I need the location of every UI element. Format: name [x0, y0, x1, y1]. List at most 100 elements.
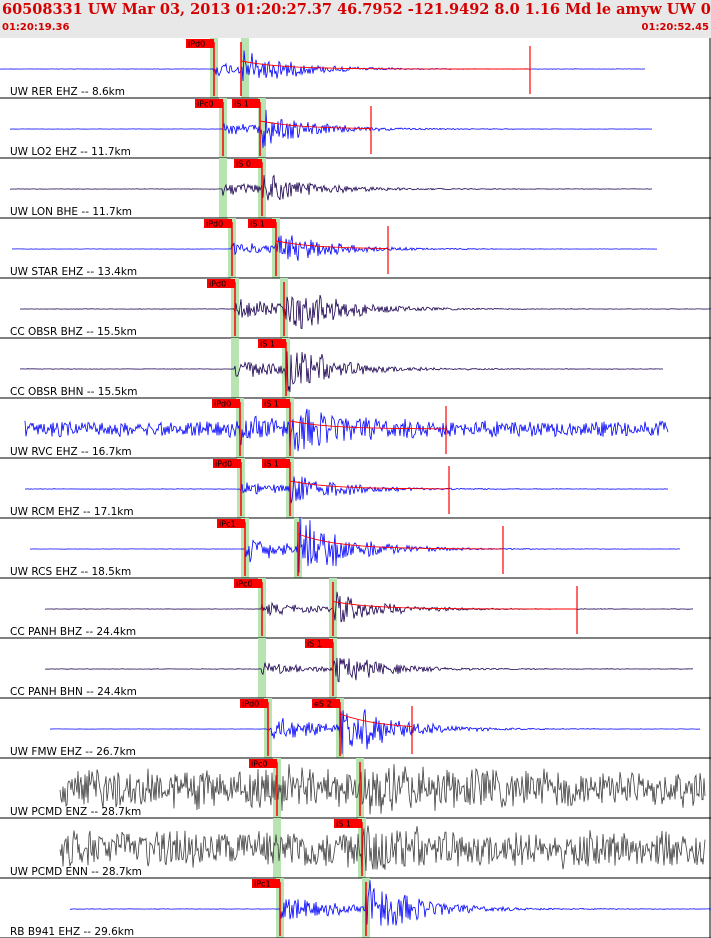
event-header: 60508331 UW Mar 03, 2013 01:20:27.37 46.…: [0, 0, 711, 38]
coda-envelope: [289, 420, 446, 430]
waveform-trace[interactable]: [24, 408, 669, 452]
window-start-time: 01:20:19.36: [2, 22, 70, 33]
p-pick-label: iPd0: [188, 40, 205, 49]
p-pick-label: iPd0: [215, 460, 232, 469]
p-pick-box[interactable]: [186, 39, 214, 48]
station-label: UW FMW EHZ -- 26.7km: [10, 746, 136, 758]
waveform-trace[interactable]: [45, 591, 694, 623]
trace-panel[interactable]: iPd0 iS 1 UW STAR EHZ -- 13.4km: [0, 218, 711, 279]
s-pick-label: iS 1: [307, 640, 322, 649]
station-label: UW STAR EHZ -- 13.4km: [10, 266, 137, 278]
pick-window-band: [258, 98, 266, 158]
s-pick-box[interactable]: [234, 159, 262, 168]
trace-panel[interactable]: iPc0 UW PCMD ENZ -- 28.7km: [0, 758, 711, 819]
waveform-trace[interactable]: [19, 294, 711, 330]
trace-panel[interactable]: iS 1 CC OBSR BHN -- 15.5km: [0, 338, 711, 399]
waveform-trace[interactable]: [44, 657, 694, 683]
station-label: UW LON BHE -- 11.7km: [10, 206, 132, 218]
p-pick-box[interactable]: [252, 879, 280, 888]
trace-panel[interactable]: iS 0 UW LON BHE -- 11.7km: [0, 158, 711, 219]
waveform-trace[interactable]: [70, 880, 711, 926]
station-label: UW RCM EHZ -- 17.1km: [10, 506, 134, 518]
s-pick-label: iS 1: [250, 220, 265, 229]
trace-panel[interactable]: iS 1 UW PCMD ENN -- 28.7km: [0, 818, 711, 879]
station-label: UW PCMD ENN -- 28.7km: [10, 866, 142, 878]
p-pick-box[interactable]: [234, 579, 262, 588]
p-pick-box[interactable]: [195, 99, 223, 108]
station-label: RB B941 EHZ -- 29.6km: [10, 926, 134, 938]
s-pick-label: eS 2: [314, 700, 332, 709]
s-pick-label: iS 1: [336, 820, 351, 829]
s-pick-label: iS 1: [264, 400, 279, 409]
station-label: CC OBSR BHZ -- 15.5km: [10, 326, 137, 338]
trace-panel[interactable]: iPd0 iS 1 UW RCM EHZ -- 17.1km: [0, 458, 711, 519]
p-pick-label: iPc0: [197, 100, 214, 109]
trace-panel[interactable]: iS 1 CC PANH BHN -- 24.4km: [0, 638, 711, 699]
coda-envelope: [240, 60, 529, 70]
s-pick-box[interactable]: [334, 819, 362, 828]
station-label: UW PCMD ENZ -- 28.7km: [10, 806, 141, 818]
station-label: UW LO2 EHZ -- 11.7km: [10, 146, 131, 158]
pick-window-band: [258, 638, 266, 698]
trace-panel[interactable]: iPd0 eS 2 UW FMW EHZ -- 26.7km: [0, 698, 711, 759]
waveform-trace[interactable]: [9, 109, 653, 148]
s-pick-box[interactable]: [305, 639, 333, 648]
pick-window-band: [219, 158, 227, 218]
trace-panel[interactable]: iPd0 CC OBSR BHZ -- 15.5km: [0, 278, 711, 339]
station-label: UW RCS EHZ -- 18.5km: [10, 566, 131, 578]
waveform-trace[interactable]: [0, 50, 646, 82]
trace-panel[interactable]: iPc0 iS 1 UW LO2 EHZ -- 11.7km: [0, 98, 711, 159]
p-pick-box[interactable]: [240, 699, 268, 708]
pick-window-band: [273, 818, 281, 878]
s-pick-label: iS 1: [260, 340, 275, 349]
coda-envelope: [259, 120, 371, 129]
trace-panel[interactable]: iPc1 UW RCS EHZ -- 18.5km: [0, 516, 711, 579]
waveform-trace[interactable]: [29, 516, 681, 573]
s-pick-box[interactable]: [248, 219, 276, 228]
p-pick-box[interactable]: [217, 519, 245, 528]
coda-envelope: [289, 480, 449, 490]
s-pick-label: iS 1: [234, 100, 249, 109]
p-pick-label: iPd0: [206, 220, 223, 229]
station-label: CC OBSR BHN -- 15.5km: [10, 386, 137, 398]
p-pick-box[interactable]: [249, 759, 277, 768]
s-pick-label: iS 1: [264, 460, 279, 469]
waveform-trace[interactable]: [49, 709, 701, 754]
waveform-trace[interactable]: [59, 764, 706, 815]
p-pick-label: iPd0: [242, 700, 259, 709]
s-pick-box[interactable]: [262, 399, 290, 408]
p-pick-box[interactable]: [204, 219, 232, 228]
s-pick-box[interactable]: [312, 699, 340, 708]
station-label: CC PANH BHZ -- 24.4km: [10, 626, 136, 638]
waveform-trace[interactable]: [19, 351, 664, 393]
event-title: 60508331 UW Mar 03, 2013 01:20:27.37 46.…: [2, 1, 711, 18]
trace-panel[interactable]: iPc1 RB B941 EHZ -- 29.6km: [0, 878, 711, 938]
p-pick-label: iPc1: [219, 520, 236, 529]
trace-panel[interactable]: iPd0 UW RER EHZ -- 8.6km: [0, 38, 711, 99]
p-pick-box[interactable]: [212, 399, 240, 408]
p-pick-label: iPc1: [254, 880, 271, 889]
station-label: CC PANH BHN -- 24.4km: [10, 686, 137, 698]
s-pick-box[interactable]: [258, 339, 286, 348]
pick-window-band: [241, 38, 249, 98]
p-pick-box[interactable]: [207, 279, 235, 288]
s-pick-label: iS 0: [236, 160, 251, 169]
coda-envelope: [339, 713, 413, 727]
p-pick-label: iPd0: [214, 400, 231, 409]
s-pick-box[interactable]: [232, 99, 260, 108]
waveform-trace[interactable]: [59, 825, 706, 874]
p-pick-label: iPc0: [251, 760, 268, 769]
window-end-time: 01:20:52.45: [641, 22, 709, 33]
waveform-trace[interactable]: [11, 235, 658, 261]
p-pick-label: iPd0: [209, 280, 226, 289]
station-label: UW RER EHZ -- 8.6km: [10, 86, 125, 98]
station-label: UW RVC EHZ -- 16.7km: [10, 446, 132, 458]
waveform-trace[interactable]: [9, 174, 653, 201]
trace-panel[interactable]: iPd0 iS 1 UW RVC EHZ -- 16.7km: [0, 398, 711, 459]
s-pick-box[interactable]: [262, 459, 290, 468]
p-pick-box[interactable]: [213, 459, 241, 468]
waveform-trace[interactable]: [25, 476, 669, 504]
trace-panel[interactable]: iPc0 CC PANH BHZ -- 24.4km: [0, 578, 711, 639]
coda-envelope: [332, 600, 576, 610]
seismogram-plot[interactable]: iPd0 UW RER EHZ -- 8.6km iPc0 iS 1 UW LO2 EH…: [0, 38, 711, 938]
